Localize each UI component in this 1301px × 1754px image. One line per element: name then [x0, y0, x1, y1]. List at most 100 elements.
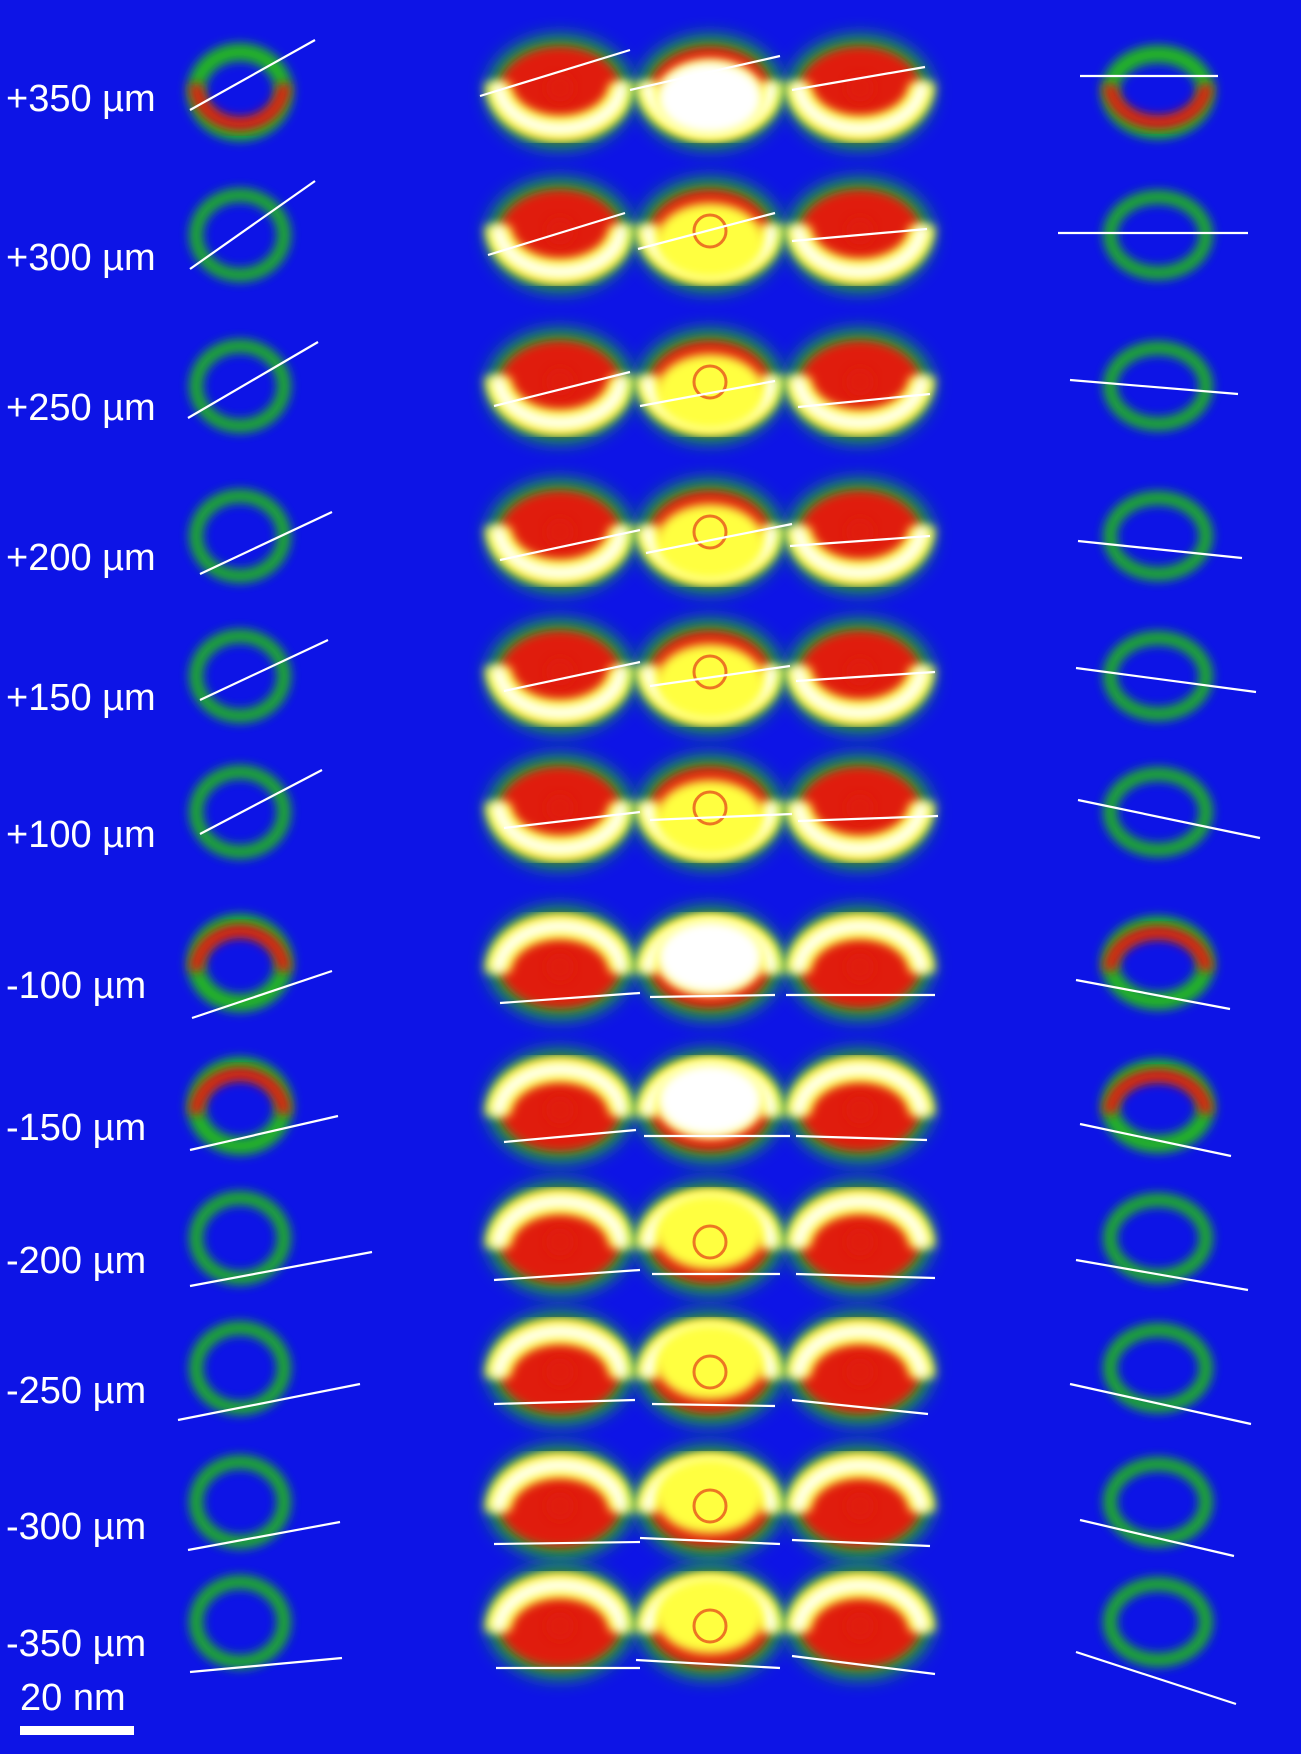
diffraction-ring	[485, 480, 635, 592]
diffraction-ring	[635, 1446, 785, 1558]
panel-row-12	[189, 1566, 1237, 1706]
diffraction-ring	[635, 1312, 785, 1424]
guide-line	[189, 1114, 339, 1152]
panel-row-10	[177, 1312, 1252, 1426]
panel-row-4	[189, 480, 1243, 592]
scale-bar-label: 20 nm	[20, 1677, 126, 1719]
diffraction-ring	[1103, 190, 1213, 280]
diffraction-ring	[485, 1566, 635, 1678]
diffraction-ring	[1103, 767, 1213, 857]
diffraction-ring	[1101, 45, 1215, 139]
guide-line	[645, 522, 793, 555]
diffraction-ring	[187, 1057, 293, 1155]
diffraction-ring	[785, 36, 935, 148]
guide-line	[797, 814, 939, 823]
guide-line	[649, 993, 776, 999]
diffraction-ring	[189, 629, 291, 723]
guide-line	[189, 1656, 343, 1674]
diffraction-ring	[189, 765, 291, 859]
guide-line	[499, 991, 641, 1005]
diffraction-ring	[785, 756, 935, 868]
diffraction-ring	[635, 480, 785, 592]
row-label-minus-200: -200 µm	[6, 1240, 147, 1282]
diffraction-ring	[785, 1182, 935, 1294]
guide-line	[789, 534, 931, 548]
guide-line	[189, 39, 316, 111]
row-label-plus-200: +200 µm	[6, 537, 156, 579]
diffraction-ring	[1103, 1323, 1213, 1413]
guide-line	[791, 227, 928, 243]
diffraction-ring	[1103, 631, 1213, 721]
guide-line	[1075, 666, 1257, 694]
guide-line	[635, 1658, 781, 1670]
diffraction-ring	[785, 907, 935, 1019]
guide-line	[791, 1398, 929, 1416]
scale-bar	[20, 1726, 134, 1735]
diffraction-ring	[635, 907, 785, 1019]
guide-line	[503, 1128, 637, 1144]
guide-line	[795, 670, 936, 683]
panel-row-11	[187, 1446, 1235, 1558]
guide-line	[503, 810, 641, 830]
guide-line	[177, 1382, 361, 1422]
panel-row-2	[189, 179, 1248, 291]
diffraction-ring	[785, 1446, 935, 1558]
guide-line	[191, 969, 333, 1020]
diffraction-ring	[485, 1446, 635, 1558]
diffraction-ring	[485, 179, 635, 291]
row-label-minus-300: -300 µm	[6, 1506, 147, 1548]
diffraction-ring	[189, 339, 291, 433]
diffraction-ring	[189, 489, 291, 583]
diffraction-ring	[1103, 341, 1213, 431]
guide-line	[189, 1250, 373, 1288]
panel-row-9	[189, 1182, 1249, 1294]
diffraction-ring	[485, 330, 635, 442]
guide-line	[479, 48, 631, 98]
guide-line	[493, 1540, 641, 1546]
row-label-minus-350: -350 µm	[6, 1623, 147, 1665]
guide-line	[199, 639, 329, 701]
diffraction-ring	[785, 1566, 935, 1678]
diffraction-ring	[1103, 1457, 1213, 1547]
row-label-minus-100: -100 µm	[6, 965, 147, 1007]
guide-line	[629, 54, 781, 92]
guide-line	[651, 1402, 776, 1408]
guide-line	[1075, 1258, 1249, 1292]
diffraction-ring	[1103, 491, 1213, 581]
panel-row-8	[187, 1050, 1232, 1162]
diffraction-ring	[187, 43, 293, 141]
guide-line	[189, 180, 316, 270]
guide-line	[493, 1268, 641, 1282]
row-label-minus-250: -250 µm	[6, 1370, 147, 1412]
guide-line	[1075, 1650, 1237, 1706]
row-label-plus-150: +150 µm	[6, 677, 156, 719]
diffraction-ring	[635, 756, 785, 868]
diffraction-ring	[485, 756, 635, 868]
guide-line	[791, 1654, 936, 1676]
guide-line	[487, 211, 626, 257]
diffraction-ring	[1101, 916, 1215, 1010]
guide-line	[639, 379, 776, 408]
guide-line	[199, 769, 323, 835]
diffraction-ring	[1103, 1193, 1213, 1283]
guide-line	[493, 370, 631, 408]
guide-line	[1077, 798, 1261, 840]
guide-line	[649, 812, 793, 822]
diffraction-ring	[1101, 1059, 1215, 1153]
guide-line	[187, 341, 319, 419]
panel-row-5	[189, 620, 1257, 732]
guide-line	[1079, 1122, 1232, 1158]
diffraction-ring	[485, 907, 635, 1019]
panel-row-1	[187, 36, 1218, 148]
guide-line	[649, 664, 791, 688]
guide-line	[493, 1398, 636, 1406]
row-label-minus-150: -150 µm	[6, 1107, 147, 1149]
row-label-plus-100: +100 µm	[6, 814, 156, 856]
diffraction-ring	[1103, 1577, 1213, 1667]
diffraction-ring	[635, 179, 785, 291]
diffraction-ring	[635, 1182, 785, 1294]
panel-row-7	[187, 907, 1231, 1020]
diffraction-ring	[189, 188, 291, 282]
